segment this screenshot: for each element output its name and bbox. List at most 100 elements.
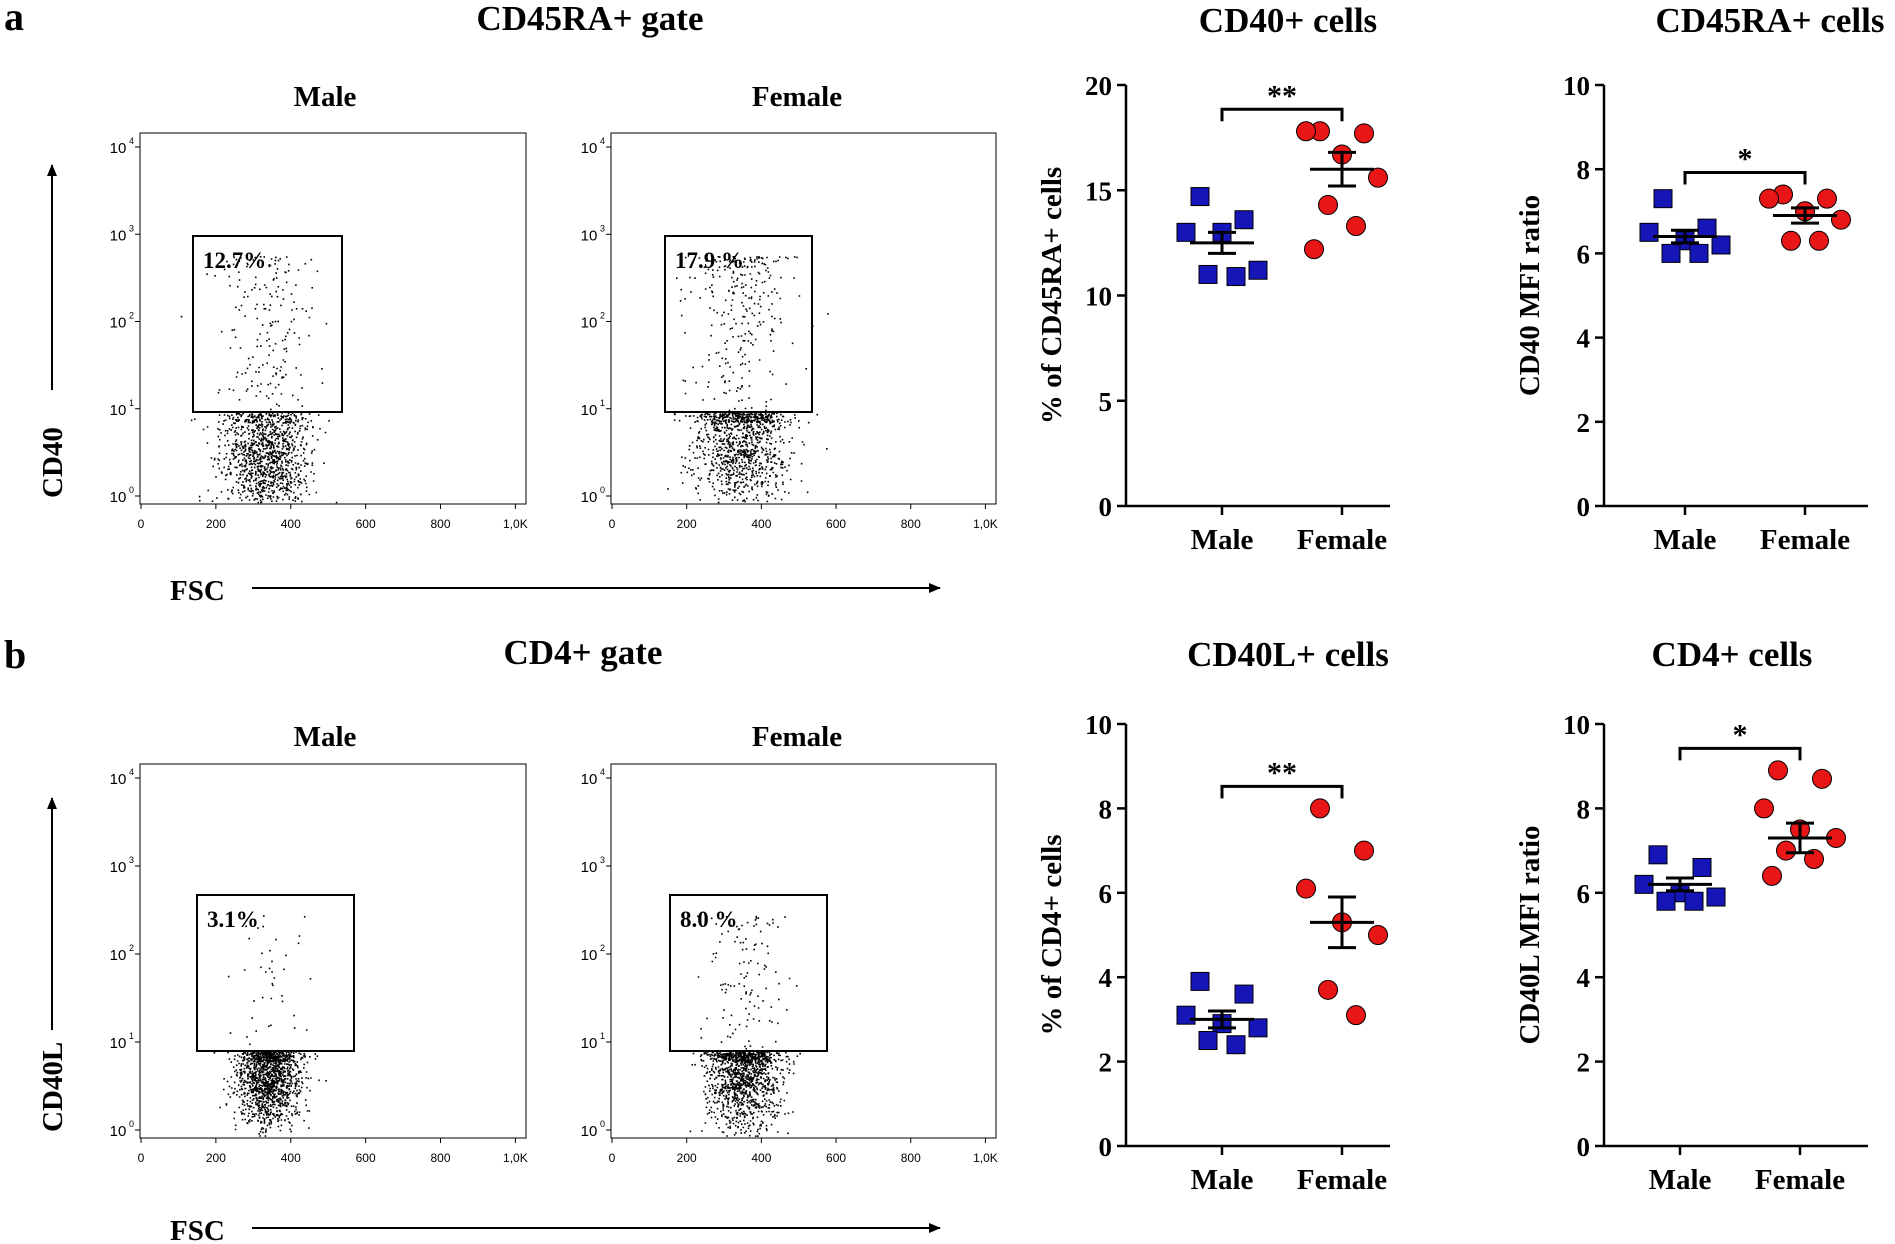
panel-a-x-marker: FSC <box>170 575 225 607</box>
male-point <box>1176 222 1196 242</box>
flow-y-tick-exponent: 3 <box>129 855 134 865</box>
male-point <box>1656 891 1676 911</box>
flow-y-tick-label: 10 <box>581 947 598 964</box>
panel-b-x-marker: FSC <box>170 1215 225 1244</box>
female-point <box>1776 840 1796 861</box>
panel-b-female-label: Female <box>752 721 842 753</box>
panel-a-gate-title: CD45RA+ gate <box>477 0 704 38</box>
male-point <box>1234 984 1254 1004</box>
panel-a-male-label: Male <box>294 81 357 113</box>
flow-y-tick-label: 10 <box>110 947 127 964</box>
y-tick-label: 10 <box>1085 282 1112 312</box>
chart-3-title: CD40L+ cells <box>1187 635 1389 674</box>
flow-y-tick-exponent: 1 <box>129 398 134 408</box>
y-tick-label: 0 <box>1099 1132 1113 1162</box>
flow-y-tick-label: 10 <box>110 1123 127 1140</box>
female-point <box>1296 878 1316 899</box>
flow-y-tick-exponent: 4 <box>600 767 605 777</box>
y-tick-label: 4 <box>1577 963 1591 993</box>
flow-x-tick-label: 1,0K <box>973 517 998 531</box>
female-point <box>1368 925 1388 945</box>
flow-y-tick-label: 10 <box>581 402 598 419</box>
female-point <box>1768 760 1788 781</box>
female-point <box>1762 865 1782 886</box>
x-category-label: Female <box>1297 524 1387 556</box>
flow-x-tick-label: 400 <box>751 1151 771 1165</box>
gate-percent: 8.0 % <box>680 907 738 932</box>
flow-y-tick-label: 10 <box>110 227 127 244</box>
y-tick-label: 15 <box>1085 176 1112 206</box>
gate-box <box>196 894 355 1052</box>
flow-y-tick-label: 10 <box>110 489 127 506</box>
flow-y-tick-exponent: 2 <box>600 311 605 321</box>
flow-x-tick-label: 1,0K <box>503 517 528 531</box>
y-tick-label: 8 <box>1099 794 1113 824</box>
female-point <box>1368 167 1388 188</box>
significance-stars: ** <box>1267 756 1297 789</box>
female-point <box>1759 188 1779 209</box>
significance-bracket <box>1678 746 1802 761</box>
male-point <box>1190 971 1210 991</box>
flow-y-tick-exponent: 3 <box>600 855 605 865</box>
gate-percent: 3.1% <box>207 907 259 932</box>
y-tick-label: 2 <box>1099 1048 1113 1078</box>
x-category-label: Female <box>1755 1164 1845 1196</box>
flow-y-tick-exponent: 1 <box>600 1031 605 1041</box>
significance-stars: * <box>1733 718 1748 751</box>
female-point <box>1817 188 1837 209</box>
flow-y-tick-label: 10 <box>110 1035 127 1052</box>
flow-y-tick-exponent: 0 <box>129 1119 134 1129</box>
female-point <box>1310 798 1330 819</box>
gate-box <box>669 894 828 1052</box>
y-tick-label: 8 <box>1577 155 1591 185</box>
y-tick-label: 2 <box>1577 408 1591 438</box>
male-point <box>1190 187 1210 207</box>
flow-y-tick-exponent: 1 <box>600 398 605 408</box>
chart-1-title: CD40+ cells <box>1199 1 1377 40</box>
event-dot-cloud <box>689 915 801 1137</box>
flow-plot-frame <box>610 132 997 505</box>
flow-y-tick-label: 10 <box>581 1035 598 1052</box>
male-point <box>1176 1005 1196 1025</box>
female-point <box>1804 849 1824 870</box>
male-point <box>1639 222 1659 242</box>
event-dots <box>667 256 829 504</box>
flow-y-tick-exponent: 4 <box>129 136 134 146</box>
flow-y-tick-exponent: 2 <box>600 943 605 953</box>
flow-x-tick-label: 0 <box>609 517 616 531</box>
event-dot-cloud <box>667 256 829 504</box>
y-tick-label: 2 <box>1577 1048 1591 1078</box>
panel-a-female-label: Female <box>752 81 842 113</box>
female-point <box>1318 979 1338 1000</box>
y-tick-label: 10 <box>1085 710 1112 740</box>
male-point <box>1684 891 1704 911</box>
y-tick-label: 0 <box>1577 492 1591 522</box>
flow-plot-frame <box>610 763 997 1139</box>
flow-x-tick-label: 800 <box>431 1151 451 1165</box>
flow-x-tick-label: 0 <box>138 1151 145 1165</box>
flow-x-tick-label: 200 <box>677 1151 697 1165</box>
flow-y-tick-label: 10 <box>110 402 127 419</box>
y-tick-label: 4 <box>1099 963 1113 993</box>
y-tick-label: 10 <box>1563 710 1590 740</box>
gate-percent: 17.9 % <box>675 248 744 273</box>
significance-bracket <box>1220 107 1344 122</box>
y-tick-label: 0 <box>1577 1132 1591 1162</box>
male-point <box>1198 264 1218 284</box>
male-point <box>1248 260 1268 280</box>
flow-y-tick-label: 10 <box>110 315 127 332</box>
chart-4-title: CD4+ cells <box>1652 635 1813 674</box>
flow-x-tick-label: 600 <box>356 517 376 531</box>
female-point <box>1318 194 1338 215</box>
female-point <box>1754 798 1774 819</box>
chart-3: 0 2 4 6 8 10 Male Female % of CD4+ cells ** <box>1036 710 1390 1196</box>
flow-x-tick-label: 400 <box>281 517 301 531</box>
flow-x-tick-label: 1,0K <box>503 1151 528 1165</box>
flow-y-tick-label: 10 <box>581 859 598 876</box>
flow-x-tick-label: 600 <box>826 1151 846 1165</box>
flow-y-tick-exponent: 0 <box>129 485 134 495</box>
x-category-label: Female <box>1297 1164 1387 1196</box>
